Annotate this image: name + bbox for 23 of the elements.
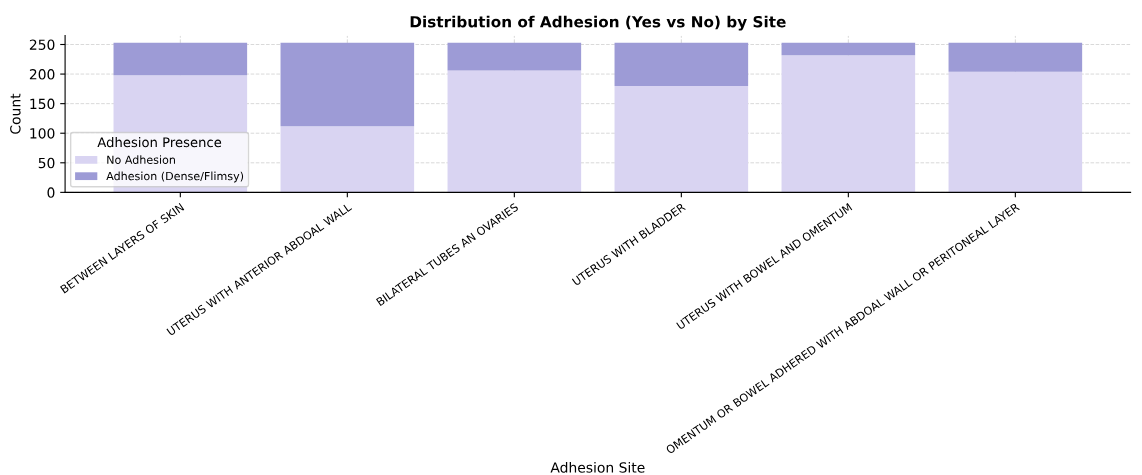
y-tick-label: 0: [47, 187, 55, 198]
legend-label: No Adhesion: [107, 155, 175, 164]
bar: [948, 42, 1083, 72]
y-tick-label: 200: [29, 69, 55, 80]
bar: [781, 55, 916, 193]
legend-label: Adhesion (Dense/Flimsy): [106, 171, 244, 183]
bar: [447, 70, 582, 193]
bar: [948, 71, 1083, 193]
y-axis-title: Count: [10, 93, 21, 134]
bar: [614, 85, 749, 193]
x-axis-title: Adhesion Site: [550, 461, 645, 473]
bar: [781, 42, 916, 56]
bar: [113, 42, 248, 76]
bar: [614, 42, 749, 86]
bar: [447, 42, 582, 71]
bar: [280, 42, 415, 127]
legend-title: Adhesion Presence: [97, 136, 222, 148]
y-tick-label: 250: [29, 39, 55, 50]
bar: [280, 126, 415, 193]
y-tick-label: 50: [38, 157, 55, 169]
y-tick-label: 100: [30, 128, 55, 139]
chart-title: Distribution of Adhesion (Yes vs No) by Site: [410, 15, 786, 31]
y-tick-label: 150: [30, 98, 55, 110]
